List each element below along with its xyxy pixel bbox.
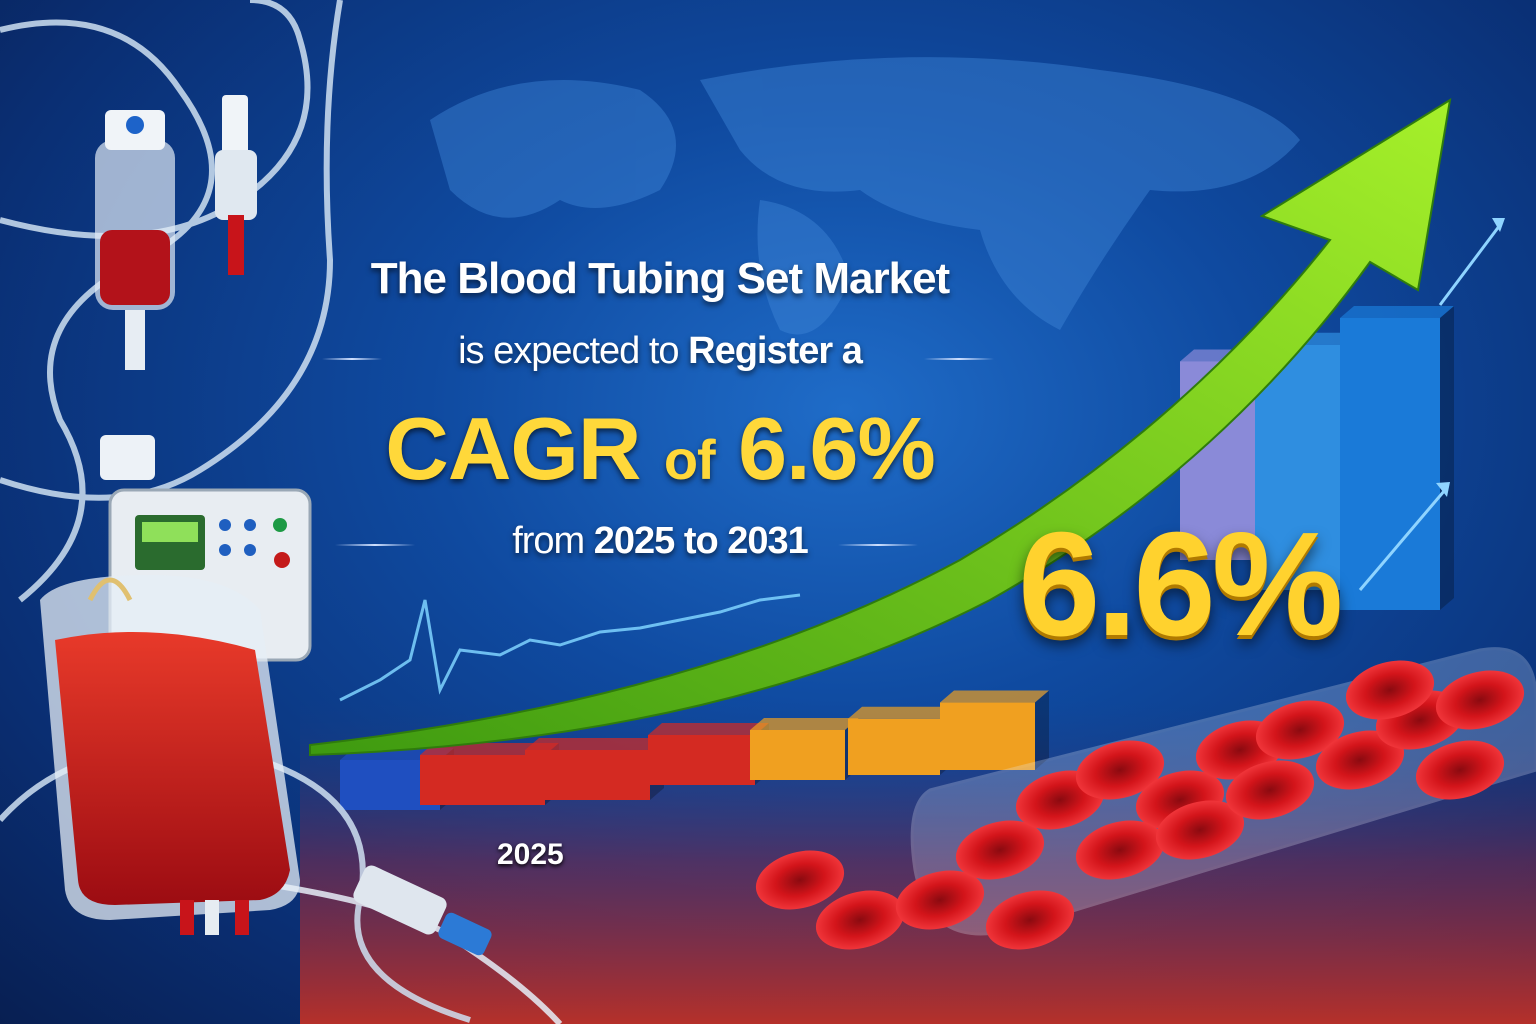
headline-line-4-bold: 2025 to 2031 (593, 520, 809, 562)
headline-line-1: The Blood Tubing Set Market (370, 254, 950, 303)
small-arrow (1358, 489, 1447, 591)
small-arrow (1438, 224, 1502, 306)
bar (750, 730, 845, 780)
drip-chamber (215, 95, 257, 275)
red-blood-cell (815, 890, 905, 950)
blood-bag (40, 575, 300, 935)
divider-line (335, 544, 415, 546)
bar (848, 718, 940, 775)
bar (940, 702, 1035, 770)
growth-arrow (309, 97, 1452, 757)
red-blood-cell (1315, 730, 1405, 790)
red-blood-cell (1225, 760, 1315, 820)
red-blood-cell (1255, 700, 1345, 760)
bar (648, 735, 755, 785)
bar (648, 723, 769, 735)
cagr-label: CAGR (385, 399, 641, 498)
drip-chamber (95, 110, 175, 370)
divider-line (838, 544, 918, 546)
bar (750, 718, 859, 730)
bar-chart (340, 306, 1454, 810)
red-blood-cell (1345, 660, 1435, 720)
bar (525, 738, 664, 750)
bar (1340, 318, 1440, 610)
bar (525, 750, 650, 800)
of-label: of (663, 428, 716, 491)
divider-line (322, 358, 382, 360)
headline-line-4: from 2025 to 2031 (300, 520, 1020, 563)
bar (420, 755, 545, 805)
start-year-label: 2025 (497, 838, 564, 871)
red-blood-cell (1075, 740, 1165, 800)
red-blood-cell (1415, 740, 1505, 800)
headline-line-2-bold: Register a (688, 330, 863, 372)
blood-tube (755, 647, 1536, 950)
red-blood-cell (1435, 670, 1525, 730)
bar (940, 690, 1049, 703)
headline-line-2-plain: is expected to (458, 330, 679, 372)
bar (1035, 690, 1049, 770)
red-blood-cell (985, 890, 1075, 950)
divider-line (924, 358, 994, 360)
red-blood-cell (1075, 820, 1165, 880)
red-blood-cell (755, 850, 845, 910)
red-blood-cell (895, 870, 985, 930)
headline-cagr: CAGR of 6.6% (300, 398, 1020, 500)
headline-line-2: is expected to Register a (300, 330, 1020, 373)
world-map (430, 57, 1300, 335)
headline-line-4-plain: from (512, 520, 585, 562)
tube-clamp (100, 435, 155, 480)
bar (1340, 306, 1454, 318)
red-blood-cell (1155, 800, 1245, 860)
big-cagr-value: 6.6% (1018, 502, 1343, 667)
bar (1440, 306, 1454, 610)
bar (848, 706, 954, 719)
cagr-value: 6.6% (738, 399, 936, 498)
ecg-line (339, 593, 801, 702)
bar (1255, 344, 1355, 590)
red-blood-cell (955, 820, 1045, 880)
tube-connector (353, 865, 492, 956)
